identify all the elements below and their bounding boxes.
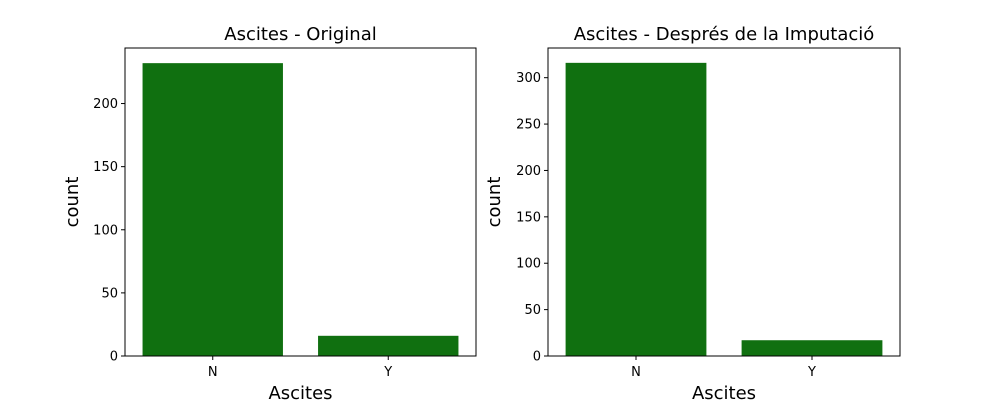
y-axis-label: count (62, 177, 83, 228)
bars-group (565, 62, 883, 356)
bar-N (565, 62, 707, 356)
y-ticks-group: 0 50 100 150 200 (93, 97, 125, 365)
y-tick-label: 0 (110, 350, 118, 365)
bar-Y (741, 340, 883, 356)
y-tick-label: 200 (93, 97, 118, 112)
y-ticks-group: 0 50 100 150 200 250 300 (516, 71, 548, 365)
x-tick-label: N (631, 365, 641, 380)
y-tick-label: 50 (524, 303, 541, 318)
x-axis-label: Ascites (692, 383, 756, 400)
y-axis-label: count (484, 177, 505, 228)
y-tick-label: 150 (516, 210, 541, 225)
y-tick-label: 100 (93, 223, 118, 238)
bar-Y (318, 335, 459, 356)
y-tick-label: 50 (101, 286, 118, 301)
plot-frame (124, 47, 477, 357)
chart-ascites-imputed: Ascites - Després de la Imputació Ascite… (484, 24, 901, 400)
x-tick-label: Y (807, 365, 816, 380)
y-tick-label: 200 (516, 164, 541, 179)
y-tick-label: 150 (93, 160, 118, 175)
y-tick-label: 0 (533, 350, 541, 365)
chart-ascites-original: Ascites - Original Ascites count 0 50 100 1… (62, 24, 477, 400)
bars-group (142, 63, 459, 356)
bar-N (142, 63, 283, 356)
y-tick-label: 100 (516, 257, 541, 272)
x-tick-label: N (208, 365, 218, 380)
plot-frame (547, 47, 901, 357)
x-axis-label: Ascites (268, 383, 332, 400)
y-tick-label: 250 (516, 118, 541, 133)
x-tick-label: Y (383, 365, 392, 380)
chart-title: Ascites - Després de la Imputació (574, 24, 875, 45)
chart-title: Ascites - Original (224, 24, 376, 45)
y-tick-label: 300 (516, 71, 541, 86)
